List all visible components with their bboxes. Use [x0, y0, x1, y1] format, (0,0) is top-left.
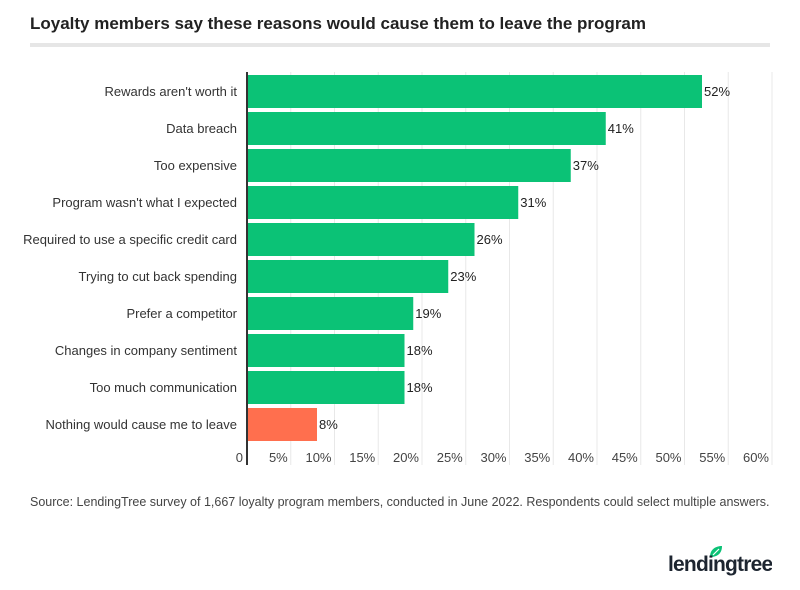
data-label: 8% [319, 417, 338, 432]
data-label: 19% [415, 306, 441, 321]
x-tick-label: 60% [743, 450, 769, 465]
chart-title: Loyalty members say these reasons would … [30, 14, 647, 33]
x-tick-label: 30% [480, 450, 506, 465]
x-tick-label: 45% [612, 450, 638, 465]
svg-text:lendingtree: lendingtree [668, 553, 772, 576]
x-tick-label: 50% [655, 450, 681, 465]
bar [247, 408, 317, 441]
x-tick-label: 55% [699, 450, 725, 465]
category-label: Trying to cut back spending [79, 269, 238, 284]
data-label: 41% [608, 121, 634, 136]
source-note: Source: LendingTree survey of 1,667 loya… [30, 495, 770, 509]
x-tick-label: 25% [437, 450, 463, 465]
x-tick-label: 15% [349, 450, 375, 465]
category-label: Too expensive [154, 158, 237, 173]
bar [247, 371, 405, 404]
category-label: Program wasn't what I expected [52, 195, 237, 210]
data-label: 18% [407, 343, 433, 358]
category-label: Changes in company sentiment [55, 343, 237, 358]
data-label: 26% [477, 232, 503, 247]
x-tick-label: 20% [393, 450, 419, 465]
data-label: 52% [704, 84, 730, 99]
data-label: 23% [450, 269, 476, 284]
category-label: Data breach [166, 121, 237, 136]
x-tick-label: 35% [524, 450, 550, 465]
data-label: 37% [573, 158, 599, 173]
bar [247, 334, 405, 367]
x-tick-label: 0 [236, 450, 243, 465]
data-label: 18% [407, 380, 433, 395]
category-label: Required to use a specific credit card [23, 232, 237, 247]
bar-chart: 0 5% 10% 15% 20% 25% 30% 35% 40% 45% 50% 55% 60% Rewa… [23, 72, 773, 465]
category-label: Too much communication [90, 380, 237, 395]
bar [247, 75, 702, 108]
bar [247, 149, 571, 182]
bar [247, 112, 606, 145]
bar [247, 186, 519, 219]
bar [247, 223, 475, 256]
x-tick-label: 5% [269, 450, 288, 465]
x-tick-label: 40% [568, 450, 594, 465]
bar [247, 260, 449, 293]
title-divider [30, 43, 770, 47]
x-tick-label: 10% [305, 450, 331, 465]
category-label: Prefer a competitor [126, 306, 237, 321]
category-label: Nothing would cause me to leave [45, 417, 237, 432]
category-label: Rewards aren't worth it [104, 84, 237, 99]
bar [247, 297, 414, 330]
lendingtree-logo: lendingtree [668, 546, 772, 576]
data-label: 31% [520, 195, 546, 210]
